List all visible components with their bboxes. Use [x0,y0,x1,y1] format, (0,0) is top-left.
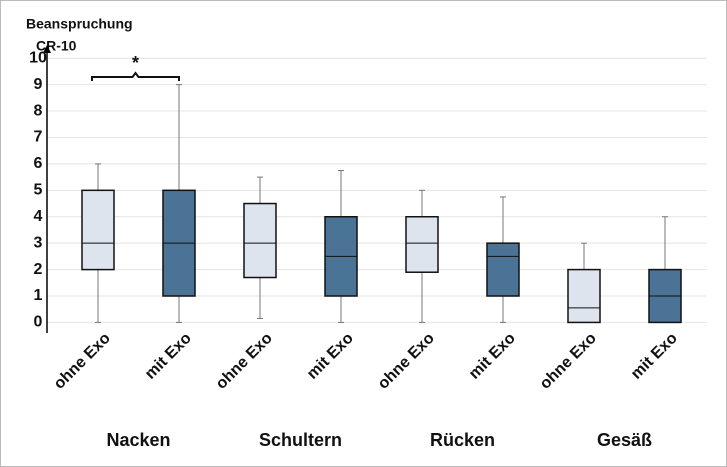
y-tick-label: 5 [34,182,43,199]
group-label: Nacken [106,430,170,450]
y-tick-label: 0 [34,314,43,331]
box [81,189,115,271]
y-tick-label: 2 [34,261,43,278]
box [486,242,520,297]
y-tick-label: 6 [34,155,43,172]
significance-bracket [91,71,180,81]
y-tick-label: 1 [34,287,43,304]
y-tick-label: 9 [34,76,43,93]
significance-label: * [132,53,139,73]
group-label: Gesäß [597,430,652,450]
box [405,215,439,273]
y-tick-label: 10 [29,49,47,66]
y-tick-label: 7 [34,129,43,146]
group-label: Schultern [259,430,342,450]
box [243,202,277,279]
group-label: Rücken [430,430,495,450]
y-tick-label: 3 [34,234,43,251]
chart-title: Beanspruchung [26,16,133,32]
y-axis-arrow [43,45,51,53]
box [567,268,601,324]
y-tick-label: 8 [34,102,43,119]
y-tick-label: 4 [34,208,43,225]
